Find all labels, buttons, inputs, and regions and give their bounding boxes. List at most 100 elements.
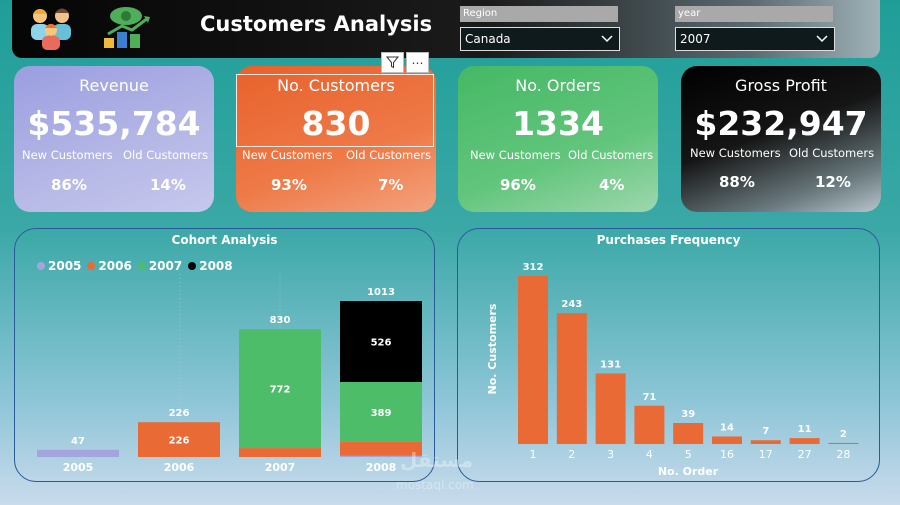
- legend-item[interactable]: 2006: [87, 259, 132, 273]
- card-value: $232,947: [694, 104, 868, 143]
- new-customers-label: New Customers: [690, 146, 781, 160]
- chevron-down-icon: [601, 32, 613, 46]
- bar-28: [828, 442, 859, 444]
- bar-value-label: 14: [720, 422, 734, 433]
- old-customers-pct: 7%: [378, 176, 404, 194]
- chart-legend: 2005 2006 2007 2008: [37, 259, 233, 273]
- x-tick-label: 28: [836, 448, 850, 461]
- customers-group-icon: [26, 4, 82, 56]
- orders-card[interactable]: No. Orders 1334 New Customers Old Custom…: [458, 66, 658, 212]
- customers-card[interactable]: No. Customers 830 New Customers Old Cust…: [236, 66, 436, 212]
- legend-dot-2008: [188, 262, 197, 270]
- bar-data-label: 772: [270, 385, 291, 396]
- x-tick-label: 2007: [265, 461, 296, 474]
- x-tick-label: 2: [568, 448, 575, 461]
- card-value: 830: [301, 104, 371, 143]
- bar-value-label: 39: [681, 409, 695, 420]
- visual-header-tools: ⋯: [381, 52, 429, 73]
- x-tick-label: 2005: [63, 461, 94, 474]
- new-customers-label: New Customers: [22, 148, 113, 162]
- more-options-icon[interactable]: ⋯: [406, 52, 429, 73]
- legend-item[interactable]: 2008: [188, 259, 233, 273]
- bar-total-label: 226: [169, 408, 190, 419]
- year-slicer[interactable]: year 2007: [675, 6, 835, 51]
- legend-item[interactable]: 2007: [137, 259, 183, 273]
- bar-segment-2005-2005: [37, 449, 119, 457]
- gross-profit-card[interactable]: Gross Profit $232,947 New Customers Old …: [681, 66, 881, 212]
- bar-segment-2007-2007: [239, 329, 321, 449]
- bar-value-label: 131: [600, 359, 621, 370]
- x-tick-label: 2006: [164, 461, 195, 474]
- bar-data-label: 389: [371, 408, 392, 419]
- bar-5: [673, 423, 704, 444]
- bar-segment-2007-2006: [239, 448, 321, 457]
- old-customers-pct: 4%: [599, 176, 625, 194]
- region-dropdown[interactable]: Canada: [460, 27, 620, 51]
- bar-segment-2006-2006: [138, 422, 220, 457]
- legend-item[interactable]: 2005: [37, 259, 81, 273]
- watermark: مستقل: [400, 448, 474, 472]
- bar-total-label: 1013: [367, 287, 395, 298]
- x-tick-label: 16: [720, 448, 734, 461]
- legend-label: 2005: [48, 259, 82, 273]
- bar-value-label: 312: [523, 262, 544, 273]
- filter-icon[interactable]: [381, 52, 404, 73]
- revenue-card[interactable]: Revenue $535,784 New Customers Old Custo…: [14, 66, 214, 212]
- bar-16: [712, 436, 742, 444]
- chart-title: Cohort Analysis: [171, 233, 278, 247]
- new-customers-pct: 93%: [271, 176, 307, 194]
- card-title: Gross Profit: [735, 76, 827, 95]
- legend-dot-2006: [87, 262, 96, 270]
- bar-value-label: 243: [561, 299, 582, 310]
- legend-label: 2007: [148, 259, 183, 273]
- card-value: $535,784: [27, 104, 201, 143]
- chart-title: Purchases Frequency: [596, 233, 741, 247]
- bar-data-label: 226: [169, 436, 190, 447]
- year-dropdown[interactable]: 2007: [675, 27, 835, 51]
- cohort-bar-chart: 47 2005 226 2006 830 2007 1013 2008 226 772 389 526: [37, 274, 422, 474]
- x-tick-label: 1: [530, 448, 537, 461]
- new-customers-pct: 96%: [500, 176, 536, 194]
- card-value: 1334: [512, 104, 604, 143]
- chevron-down-icon: [816, 32, 828, 46]
- bar-value-label: 11: [798, 424, 812, 435]
- legend-dot-2005: [37, 262, 45, 270]
- old-customers-pct: 14%: [150, 176, 186, 194]
- page-title: Customers Analysis: [200, 12, 433, 36]
- y-axis-label: No. Customers: [486, 303, 499, 394]
- region-selected-value: Canada: [465, 32, 511, 46]
- new-customers-label: New Customers: [470, 148, 561, 162]
- x-tick-label: 17: [759, 448, 773, 461]
- old-customers-label: Old Customers: [346, 148, 432, 162]
- legend-label: 2006: [98, 259, 132, 273]
- bar-value-label: 7: [762, 426, 769, 437]
- old-customers-label: Old Customers: [123, 148, 209, 162]
- bar-2: [556, 313, 587, 444]
- x-tick-label: 5: [685, 448, 692, 461]
- card-title: Revenue: [79, 76, 149, 95]
- old-customers-label: Old Customers: [568, 148, 654, 162]
- bar-segment-2008-2007: [340, 382, 422, 442]
- new-customers-label: New Customers: [242, 148, 333, 162]
- bar-17: [750, 440, 781, 444]
- bar-value-label: 71: [642, 392, 656, 403]
- old-customers-label: Old Customers: [789, 146, 875, 160]
- focus-outline: [236, 74, 434, 147]
- purchases-frequency-panel[interactable]: Purchases Frequency No. Customers No. Ord…: [457, 228, 880, 482]
- watermark-url: mostaql.com: [396, 478, 474, 492]
- bar-data-label: 526: [371, 338, 392, 349]
- x-tick-label: 4: [646, 448, 653, 461]
- bar-segment-2008-2005: [340, 455, 422, 457]
- region-slicer[interactable]: Region Canada: [460, 6, 620, 51]
- bar-27: [789, 438, 820, 444]
- legend-dot-2007: [137, 262, 146, 270]
- bar-segment-2008-2008: [340, 301, 422, 383]
- bar-1: [518, 276, 548, 444]
- bar-value-label: 2: [840, 429, 847, 440]
- new-customers-pct: 88%: [719, 173, 755, 191]
- cohort-analysis-panel[interactable]: Cohort Analysis 2005 2006 2007 2008 47 20…: [14, 228, 435, 482]
- card-title: No. Customers: [277, 76, 395, 95]
- bar-total-label: 830: [270, 315, 291, 326]
- bar-3: [595, 373, 626, 444]
